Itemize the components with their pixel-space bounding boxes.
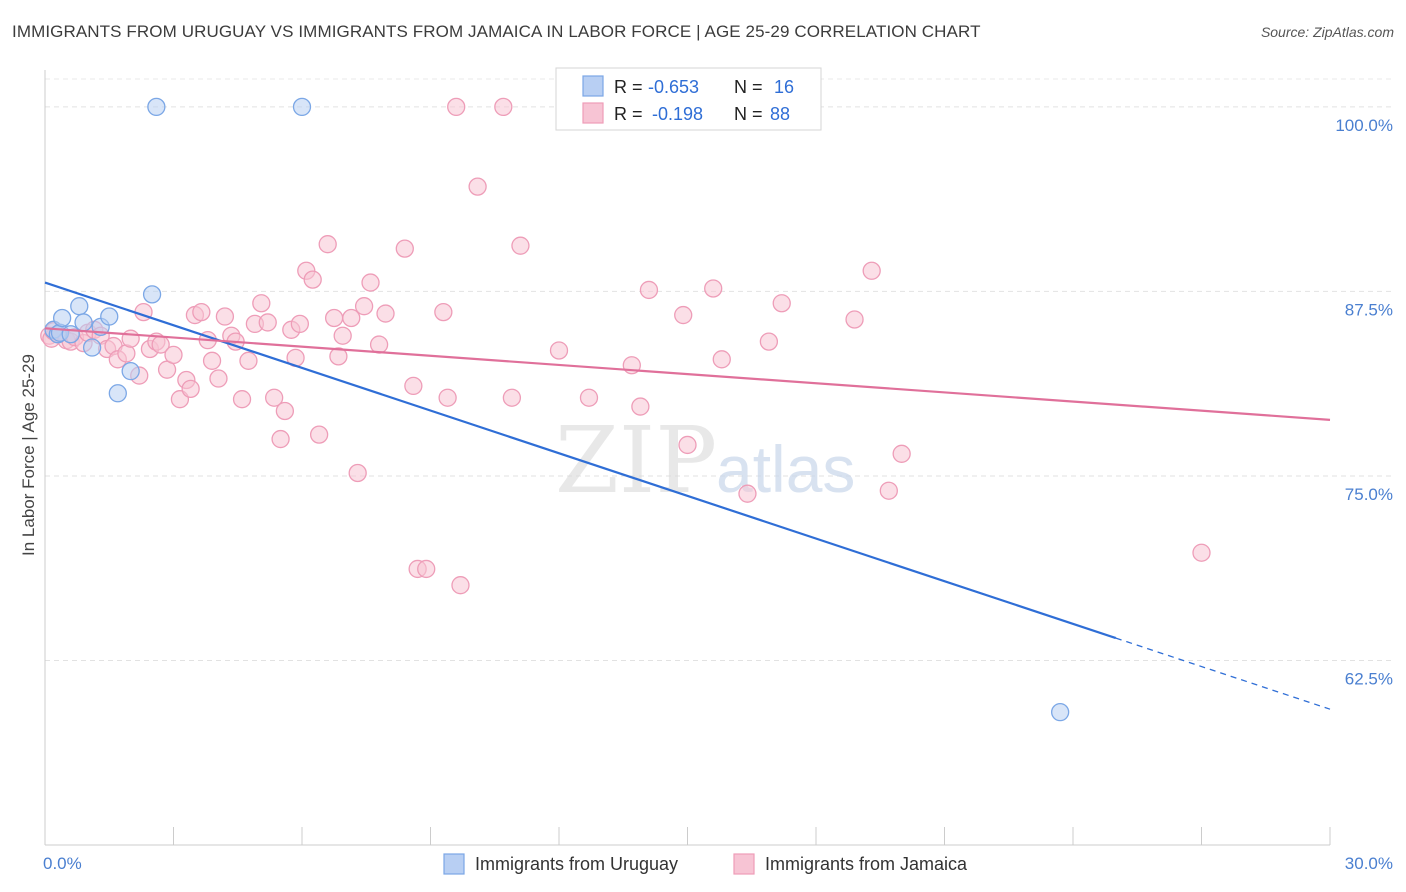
point-jamaica-15 — [121, 329, 140, 348]
point-jamaica-30 — [209, 369, 228, 388]
stats-legend: R = -0.653 N = 16 R = -0.198 N = 88 — [555, 67, 822, 131]
point-jamaica-75 — [639, 280, 659, 300]
series-legend: Immigrants from Uruguay Immigrants from … — [443, 853, 968, 875]
point-jamaica-65 — [451, 576, 470, 595]
legend-n-label-2: N = — [734, 104, 763, 124]
point-jamaica-71 — [549, 341, 569, 360]
point-jamaica-77 — [678, 435, 697, 455]
trend-line-jamaica — [44, 327, 1331, 421]
point-jamaica-48 — [318, 235, 337, 254]
point-uruguay-14 — [292, 97, 312, 117]
legend-n-uruguay: 16 — [774, 77, 794, 97]
point-jamaica-35 — [239, 351, 258, 370]
point-jamaica-29 — [202, 351, 222, 370]
point-uruguay-12 — [142, 285, 162, 304]
axes — [44, 70, 1331, 846]
point-jamaica-66 — [468, 177, 487, 196]
chart-source: Source: ZipAtlas.com — [1260, 24, 1394, 40]
bottom-swatch-uruguay — [443, 853, 465, 875]
chart-title: IMMIGRANTS FROM URUGUAY VS IMMIGRANTS FR… — [12, 22, 981, 41]
bottom-swatch-jamaica — [733, 853, 755, 875]
point-uruguay-9 — [100, 307, 119, 326]
point-jamaica-53 — [348, 463, 367, 483]
point-jamaica-47 — [309, 425, 329, 444]
watermark-atlas: atlas — [716, 432, 855, 506]
point-jamaica-25 — [181, 379, 200, 399]
point-jamaica-51 — [333, 326, 352, 345]
point-jamaica-31 — [215, 307, 235, 326]
legend-r-label: R = — [614, 77, 643, 97]
point-jamaica-86 — [892, 444, 911, 463]
point-uruguay-10 — [108, 384, 127, 403]
trend-line-uruguay-extension — [1115, 637, 1331, 710]
point-jamaica-64 — [438, 388, 457, 407]
legend-n-jamaica: 88 — [770, 104, 790, 124]
point-jamaica-38 — [258, 313, 277, 332]
legend-series-uruguay: Immigrants from Uruguay — [475, 854, 678, 874]
point-jamaica-84 — [862, 261, 881, 280]
point-jamaica-76 — [674, 305, 693, 325]
point-uruguay-13 — [147, 97, 166, 117]
point-jamaica-80 — [738, 484, 757, 503]
tick-labels: 100.0% 87.5% 75.0% 62.5% 0.0% 30.0% — [43, 116, 1393, 873]
legend-series-jamaica: Immigrants from Jamaica — [765, 854, 968, 874]
point-jamaica-39 — [265, 388, 284, 407]
point-jamaica-62 — [434, 302, 453, 322]
point-jamaica-69 — [511, 236, 530, 255]
point-jamaica-44 — [290, 314, 310, 334]
point-jamaica-59 — [404, 376, 423, 396]
point-jamaica-87 — [1192, 543, 1211, 562]
legend-r-jamaica: -0.198 — [652, 104, 703, 124]
point-uruguay-5 — [70, 297, 89, 316]
point-jamaica-27 — [192, 302, 211, 322]
point-jamaica-79 — [712, 350, 731, 369]
point-uruguay-6 — [74, 313, 93, 332]
point-jamaica-58 — [395, 239, 414, 258]
legend-r-uruguay: -0.653 — [648, 77, 699, 97]
legend-n-label: N = — [734, 77, 763, 97]
point-jamaica-46 — [303, 270, 322, 289]
point-uruguay-7 — [82, 338, 102, 357]
y-tick-label-3: 62.5% — [1345, 669, 1393, 688]
point-jamaica-56 — [369, 335, 389, 354]
point-jamaica-81 — [759, 332, 779, 351]
trend-lines — [44, 281, 1331, 710]
data-points — [40, 97, 1211, 722]
point-jamaica-72 — [579, 388, 599, 407]
legend-r-label-2: R = — [614, 104, 643, 124]
point-jamaica-85 — [879, 481, 898, 500]
point-jamaica-57 — [376, 304, 395, 323]
point-jamaica-68 — [502, 388, 522, 407]
point-jamaica-74 — [631, 397, 650, 416]
y-tick-label-0: 100.0% — [1335, 116, 1393, 135]
point-jamaica-52 — [342, 308, 361, 328]
y-axis-label: In Labor Force | Age 25-29 — [19, 354, 38, 556]
point-jamaica-78 — [704, 279, 723, 298]
point-jamaica-63 — [447, 97, 466, 117]
point-jamaica-83 — [845, 310, 864, 329]
point-jamaica-37 — [252, 294, 271, 313]
point-jamaica-50 — [329, 347, 348, 366]
trend-line-uruguay — [44, 281, 1117, 640]
point-jamaica-22 — [164, 345, 183, 365]
point-jamaica-41 — [275, 401, 295, 421]
point-jamaica-55 — [361, 273, 380, 292]
point-jamaica-49 — [324, 308, 344, 328]
legend-swatch-uruguay — [582, 75, 604, 97]
point-jamaica-54 — [354, 297, 374, 316]
x-tick-label-max: 30.0% — [1345, 854, 1393, 873]
x-tick-label-min: 0.0% — [43, 854, 82, 873]
point-jamaica-67 — [494, 97, 513, 117]
point-uruguay-11 — [121, 361, 140, 381]
point-jamaica-61 — [417, 559, 436, 579]
point-jamaica-34 — [232, 390, 252, 409]
y-tick-label-1: 87.5% — [1345, 300, 1393, 319]
point-uruguay-3 — [52, 308, 72, 328]
point-uruguay-15 — [1051, 702, 1070, 722]
point-jamaica-82 — [772, 294, 791, 313]
point-jamaica-40 — [271, 429, 290, 449]
legend-swatch-jamaica — [582, 102, 604, 124]
y-tick-label-2: 75.0% — [1345, 485, 1393, 504]
